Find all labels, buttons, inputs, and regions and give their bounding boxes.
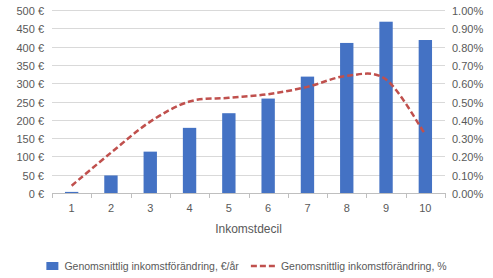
y2-tick-label: 0.70% [452, 60, 483, 72]
x-axis [52, 193, 445, 194]
line [72, 74, 426, 186]
x-tick-label: 3 [147, 202, 153, 214]
x-tick [131, 193, 132, 198]
x-tick [209, 193, 210, 198]
legend-label: Genomsnittlig inkomstförändring, €/år [64, 260, 239, 272]
y-tick-label: 350 € [16, 60, 44, 72]
bar [183, 128, 196, 193]
bar [301, 77, 314, 193]
x-tick-label: 9 [383, 202, 389, 214]
x-tick-label: 4 [186, 202, 192, 214]
x-tick [445, 193, 446, 198]
bar [419, 40, 432, 193]
x-tick [170, 193, 171, 198]
x-tick [91, 193, 92, 198]
y2-tick-label: 0.10% [452, 170, 483, 182]
y2-tick-label: 0.40% [452, 115, 483, 127]
x-tick [52, 193, 53, 198]
x-tick-label: 8 [344, 202, 350, 214]
y-tick-label: 500 € [16, 5, 44, 17]
y-tick-label: 400 € [16, 42, 44, 54]
y2-tick-label: 0.60% [452, 78, 483, 90]
y2-tick-label: 0.80% [452, 42, 483, 54]
x-axis-label: Inkomstdecil [215, 222, 282, 236]
bar [104, 175, 117, 193]
grid-line [52, 10, 445, 11]
bar [261, 99, 274, 193]
bar [144, 152, 157, 193]
legend-item: Genomsnittlig inkomstförändring, €/år [46, 260, 239, 272]
bar [340, 43, 353, 193]
y-tick-label: 250 € [16, 97, 44, 109]
y-tick-label: 450 € [16, 23, 44, 35]
x-tick-label: 6 [265, 202, 271, 214]
x-tick-label: 5 [226, 202, 232, 214]
grid-line [52, 193, 445, 194]
x-tick [366, 193, 367, 198]
y2-tick-label: 0.50% [452, 97, 483, 109]
y2-tick-label: 0.90% [452, 23, 483, 35]
x-tick-label: 10 [419, 202, 431, 214]
legend: Genomsnittlig inkomstförändring, €/år Gen… [46, 260, 446, 272]
legend-item: Genomsnittlig inkomstförändring, % [251, 260, 447, 272]
legend-swatch [251, 265, 275, 268]
x-tick [406, 193, 407, 198]
x-tick-label: 2 [108, 202, 114, 214]
bar [222, 113, 235, 193]
bar [379, 22, 392, 193]
bar [65, 192, 78, 193]
legend-swatch [46, 262, 58, 270]
y-tick-label: 0 € [29, 188, 44, 200]
y2-tick-label: 0.20% [452, 151, 483, 163]
y2-tick-label: 1.00% [452, 5, 483, 17]
x-tick [288, 193, 289, 198]
chart: 0 € 50 € 100 € 150 € 200 € 250 € 300 € 350 € 400… [0, 0, 493, 278]
legend-label: Genomsnittlig inkomstförändring, % [281, 260, 447, 272]
y2-tick-label: 0.00% [452, 188, 483, 200]
x-tick [327, 193, 328, 198]
y2-tick-label: 0.30% [452, 133, 483, 145]
y-tick-label: 100 € [16, 151, 44, 163]
y-tick-label: 50 € [23, 170, 44, 182]
y-tick-label: 300 € [16, 78, 44, 90]
x-tick-label: 7 [304, 202, 310, 214]
y-tick-label: 200 € [16, 115, 44, 127]
x-tick-label: 1 [69, 202, 75, 214]
y-tick-label: 150 € [16, 133, 44, 145]
x-tick [249, 193, 250, 198]
